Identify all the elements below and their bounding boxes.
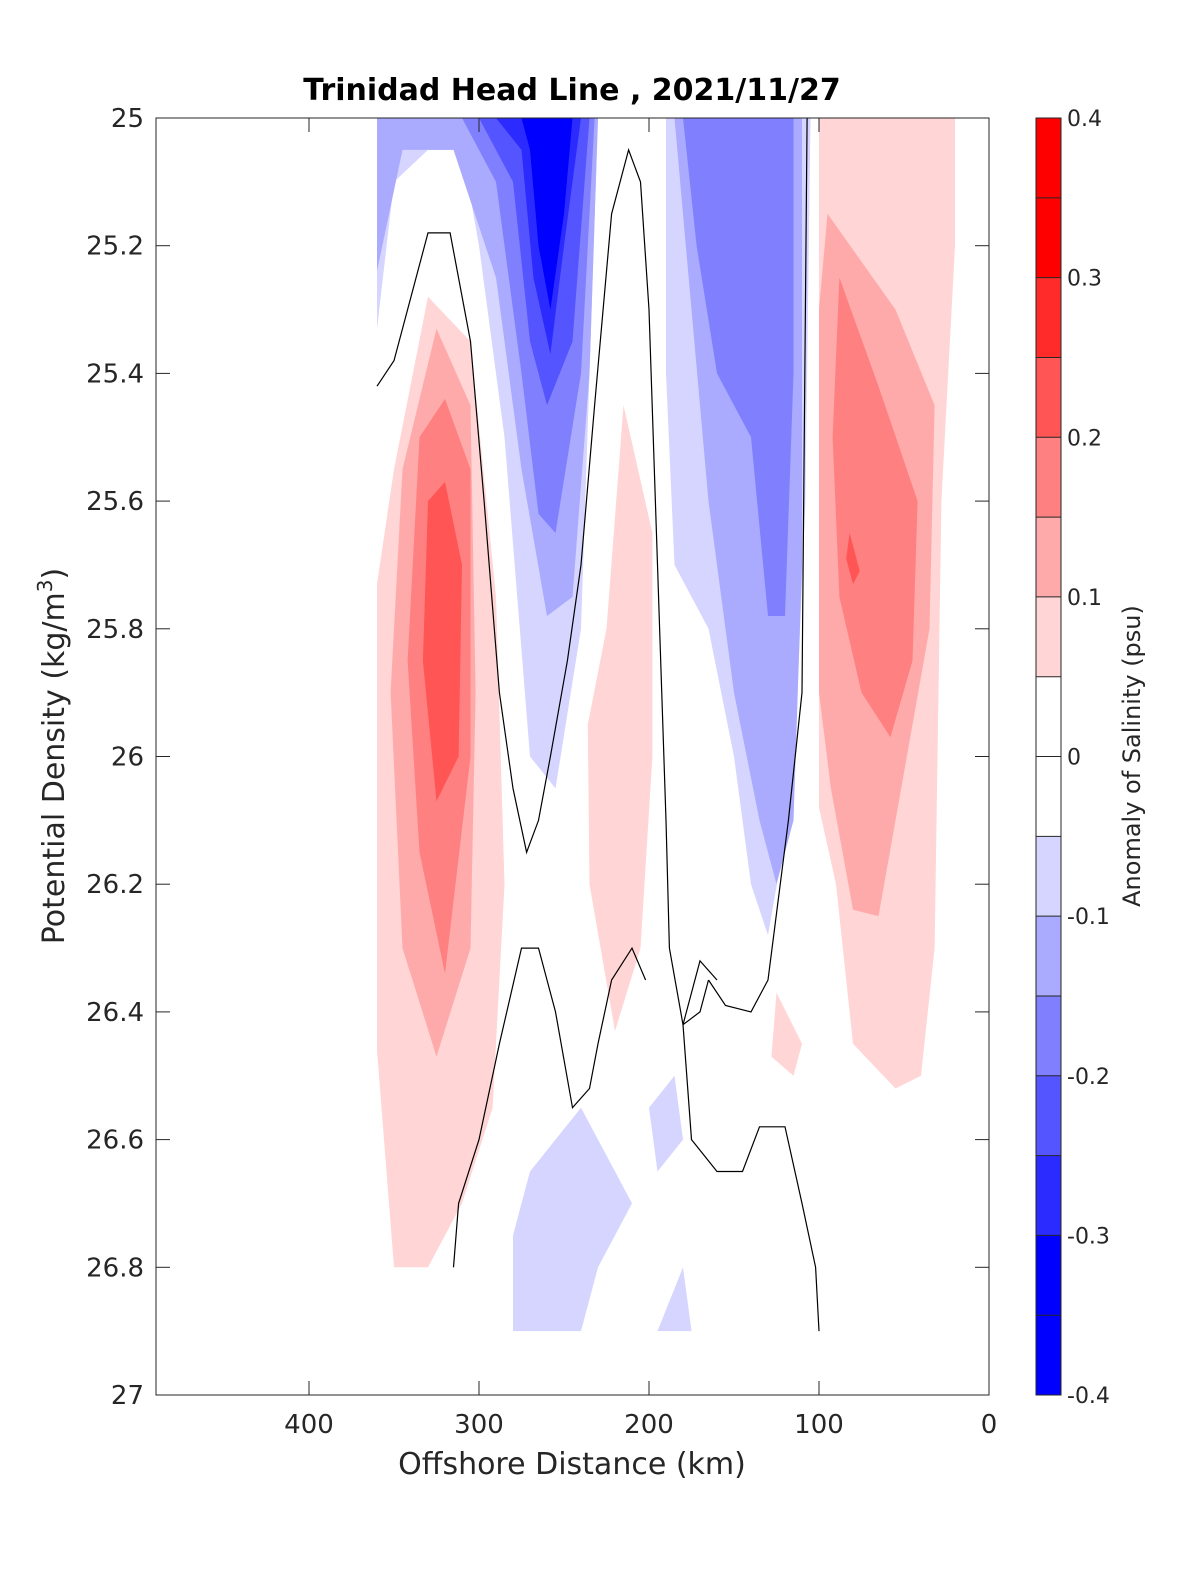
colorbar-band (1036, 357, 1061, 438)
anomaly-region (657, 1267, 692, 1332)
y-tick-label: 26.6 (86, 1126, 144, 1156)
anomaly-region (683, 118, 794, 616)
zero-contour-line (708, 117, 808, 1013)
colorbar-tick-label: 0.3 (1067, 267, 1102, 292)
zero-contour-line (682, 959, 820, 1332)
zero-contour-lines (376, 117, 820, 1332)
zero-contour-line (452, 946, 647, 1268)
y-tick-label: 25 (111, 104, 144, 134)
anomaly-region (521, 118, 573, 310)
anomaly-region (832, 277, 918, 738)
anomaly-region (649, 1075, 683, 1172)
anomaly-region (846, 533, 860, 585)
colorbar-tick-label: -0.4 (1067, 1384, 1110, 1409)
colorbar-band (1036, 517, 1061, 597)
y-axis-ticks: 25 25.2 25.4 25.6 25.8 26 26.2 26.4 26.6 26.8 27 (86, 104, 989, 1411)
colorbar-band (1036, 1315, 1061, 1395)
plot-area: 400 300 200 100 0 25 25.2 25.4 25.6 25.8 26 26.2 26… (86, 104, 997, 1440)
anomaly-region (587, 405, 653, 1032)
anomaly-region (513, 1107, 632, 1332)
x-tick-label: 300 (454, 1410, 504, 1440)
x-tick-label: 400 (284, 1410, 334, 1440)
colorbar-tick-label: 0.2 (1067, 426, 1102, 451)
zero-contour-line (376, 147, 710, 1026)
colorbar-tick-label: 0.1 (1067, 586, 1102, 611)
y-tick-label: 25.2 (86, 232, 144, 262)
y-tick-label: 25.6 (86, 487, 144, 517)
y-axis-label-close: ) (37, 568, 72, 580)
colorbar-tick-label: 0 (1067, 746, 1081, 771)
colorbar-band (1036, 197, 1061, 278)
colorbar-tick-label: -0.2 (1067, 1065, 1110, 1090)
colorbar-band (1036, 596, 1061, 677)
x-tick-label: 100 (794, 1410, 844, 1440)
colorbar-tick-label: -0.1 (1067, 905, 1110, 930)
y-tick-label: 27 (111, 1381, 144, 1411)
colorbar-band (1036, 916, 1061, 996)
y-tick-label: 26.2 (86, 870, 144, 900)
x-tick-label: 200 (624, 1410, 674, 1440)
y-tick-label: 26.8 (86, 1253, 144, 1283)
chart-title: Trinidad Head Line , 2021/11/27 (303, 73, 840, 108)
colorbar-frame (1035, 117, 1062, 1396)
x-axis-label: Offshore Distance (km) (398, 1447, 746, 1482)
colorbar-band (1036, 836, 1061, 917)
colorbar-band (1036, 1075, 1061, 1156)
y-tick-label: 26.4 (86, 998, 144, 1028)
colorbar-band (1036, 1155, 1061, 1236)
colorbar-band (1036, 118, 1061, 198)
y-axis-label: Potential Density (kg/m3) (33, 568, 72, 944)
colorbar-band (1036, 1235, 1061, 1316)
anomaly-filled-contours (377, 118, 955, 1332)
colorbar-band (1036, 437, 1061, 518)
colorbar-tick-label: -0.3 (1067, 1224, 1110, 1249)
colorbar: -0.4 -0.3 -0.2 -0.1 0 0.1 0.2 0.3 0.4 (1036, 107, 1110, 1409)
y-tick-label: 25.8 (86, 615, 144, 645)
colorbar-band (1036, 995, 1061, 1076)
colorbar-band (1036, 277, 1061, 358)
y-axis-label-main: Potential Density (kg/m (37, 592, 72, 944)
colorbar-tick-label: 0.4 (1067, 107, 1102, 132)
y-tick-label: 25.4 (86, 359, 144, 389)
colorbar-label: Anomaly of Salinity (psu) (1118, 605, 1146, 907)
x-tick-label: 0 (981, 1410, 998, 1440)
x-axis-ticks: 400 300 200 100 0 (284, 118, 997, 1440)
y-axis-label-superscript: 3 (33, 579, 57, 592)
anomaly-region (422, 481, 462, 802)
y-tick-label: 26 (111, 743, 144, 773)
anomaly-region (771, 992, 802, 1076)
